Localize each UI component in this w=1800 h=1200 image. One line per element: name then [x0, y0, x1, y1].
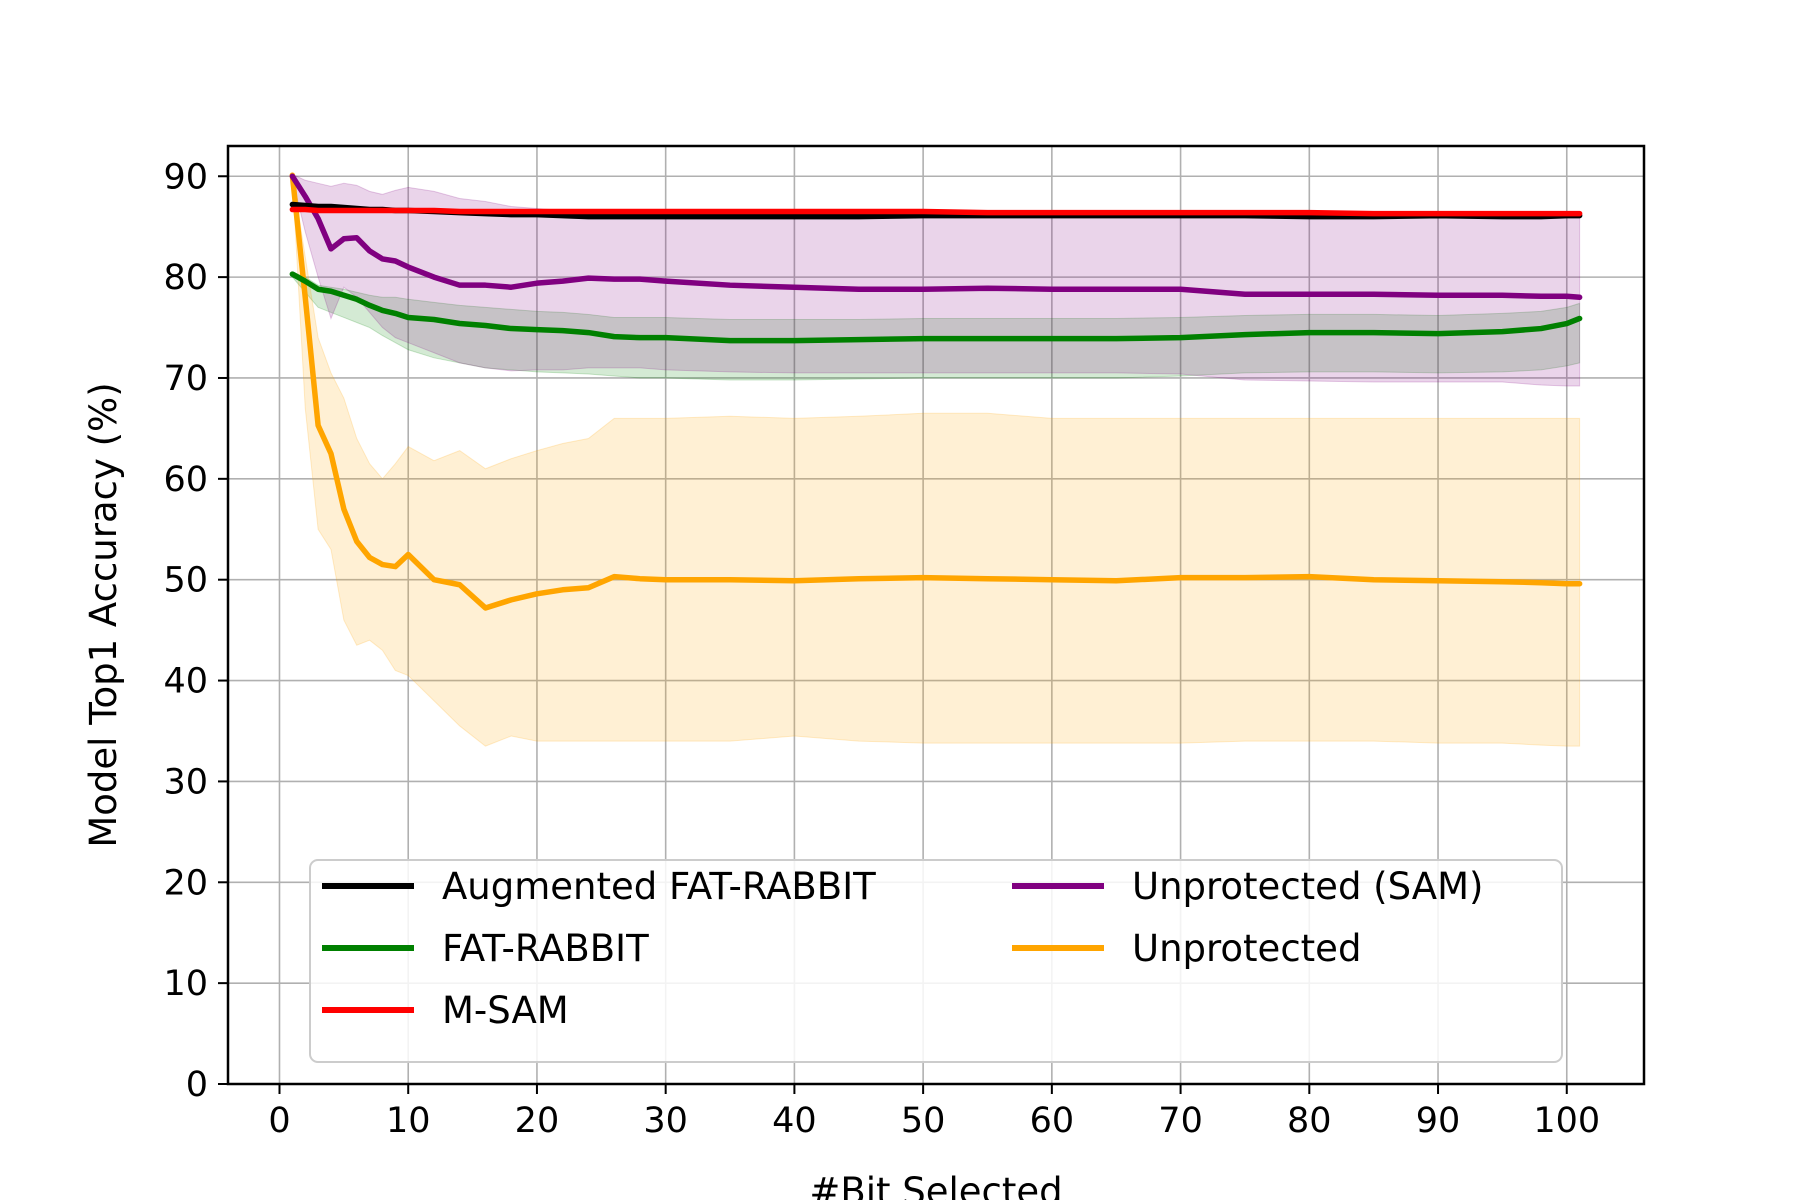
- legend-label-augmented-fat-rabbit: Augmented FAT-RABBIT: [442, 865, 876, 908]
- series-line-m-sam: [289, 206, 1583, 217]
- y-tick-label: 30: [163, 762, 208, 802]
- x-tick-label: 90: [1416, 1101, 1461, 1141]
- y-tick-label: 90: [163, 157, 208, 197]
- y-tick-label: 20: [163, 863, 208, 903]
- x-tick-label: 40: [772, 1101, 817, 1141]
- confidence-bands: [291, 173, 1581, 747]
- x-tick-label: 60: [1030, 1101, 1075, 1141]
- legend-label-unprotected-sam: Unprotected (SAM): [1132, 865, 1483, 908]
- band-unprotected: [291, 173, 1581, 747]
- y-tick-label: 40: [163, 662, 208, 702]
- series-lines: [289, 172, 1583, 611]
- y-tick-label: 50: [163, 561, 208, 601]
- y-tick-label: 60: [163, 460, 208, 500]
- x-tick-label: 80: [1287, 1101, 1332, 1141]
- axis-ticks: 0 10 20 30 40 50 60 70 80 90 100 0 10 20 30 40 50 60 70 80 9…: [163, 157, 1600, 1141]
- series-line-unprotected-sam: [289, 173, 1583, 301]
- x-tick-label: 100: [1533, 1101, 1600, 1141]
- x-tick-label: 20: [515, 1101, 560, 1141]
- y-tick-label: 10: [163, 964, 208, 1004]
- legend-label-unprotected: Unprotected: [1132, 927, 1361, 970]
- x-tick-label: 0: [268, 1101, 290, 1141]
- plot-area-frame: [226, 144, 1646, 1086]
- x-tick-label: 70: [1158, 1101, 1203, 1141]
- y-axis-label: Model Top1 Accuracy (%): [82, 382, 125, 847]
- band-fat-rabbit: [291, 271, 1581, 381]
- x-tick-label: 30: [643, 1101, 688, 1141]
- legend-frame: [309, 859, 1563, 1063]
- x-tick-label: 10: [386, 1101, 431, 1141]
- y-tick-label: 0: [186, 1065, 208, 1105]
- grid-lines: [228, 146, 1644, 1085]
- legend-label-m-sam: M-SAM: [442, 989, 569, 1032]
- legend-label-fat-rabbit: FAT-RABBIT: [442, 927, 649, 970]
- x-axis-label: #Bit Selected: [809, 1170, 1062, 1200]
- y-tick-label: 80: [163, 258, 208, 298]
- legend: Augmented FAT-RABBIT FAT-RABBIT M-SAM Unpro…: [309, 859, 1563, 1063]
- y-tick-label: 70: [163, 359, 208, 399]
- x-tick-label: 50: [901, 1101, 946, 1141]
- series-line-fat-rabbit: [289, 271, 1583, 344]
- series-line-unprotected: [289, 172, 1583, 611]
